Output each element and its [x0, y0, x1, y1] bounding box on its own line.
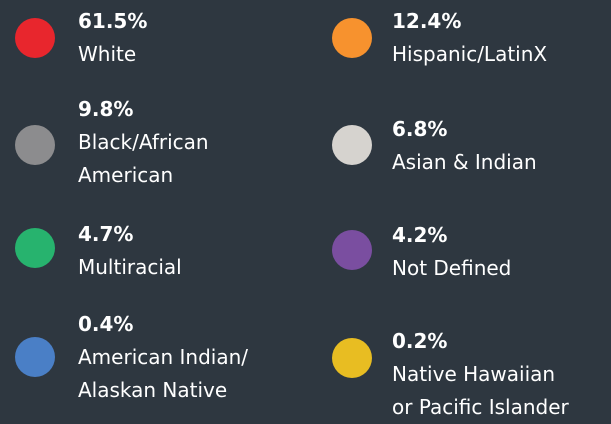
label-line: American [78, 163, 174, 187]
legend-entry: 4.2% Not Defined [392, 219, 511, 285]
percentage: 12.4% [392, 9, 462, 33]
legend-entry: 0.2% Native Hawaiian or Pacific Islander [392, 325, 569, 424]
label-line: American Indian/ [78, 345, 249, 369]
color-dot [15, 228, 55, 268]
legend-entry: 12.4% Hispanic/LatinX [392, 5, 547, 71]
legend-entry: 6.8% Asian & Indian [392, 113, 537, 179]
legend-entry: 0.4% American Indian/Alaskan Native [78, 308, 248, 407]
percentage: 9.8% [78, 97, 134, 121]
label-line: Not Defined [392, 256, 512, 280]
label-line: Asian & Indian [392, 150, 537, 174]
label-line: Multiracial [78, 255, 182, 279]
percentage: 61.5% [78, 9, 148, 33]
percentage: 6.8% [392, 117, 448, 141]
color-dot [332, 230, 372, 270]
legend-entry: 61.5% White [78, 5, 147, 71]
label-line: Native Hawaiian [392, 362, 556, 386]
color-dot [15, 337, 55, 377]
color-dot [332, 125, 372, 165]
percentage: 4.2% [392, 223, 448, 247]
percentage: 0.2% [392, 329, 448, 353]
color-dot [15, 18, 55, 58]
percentage: 4.7% [78, 222, 134, 246]
percentage: 0.4% [78, 312, 134, 336]
color-dot [15, 125, 55, 165]
legend-entry: 9.8% Black/African American [78, 93, 209, 192]
label-line: Hispanic/LatinX [392, 42, 548, 66]
label-line: White [78, 42, 137, 66]
color-dot [332, 338, 372, 378]
legend-entry: 4.7% Multiracial [78, 218, 182, 284]
color-dot [332, 18, 372, 58]
label-line: Black/African [78, 130, 209, 154]
label-line: or Pacific Islander [392, 395, 569, 419]
label-line: Alaskan Native [78, 378, 228, 402]
